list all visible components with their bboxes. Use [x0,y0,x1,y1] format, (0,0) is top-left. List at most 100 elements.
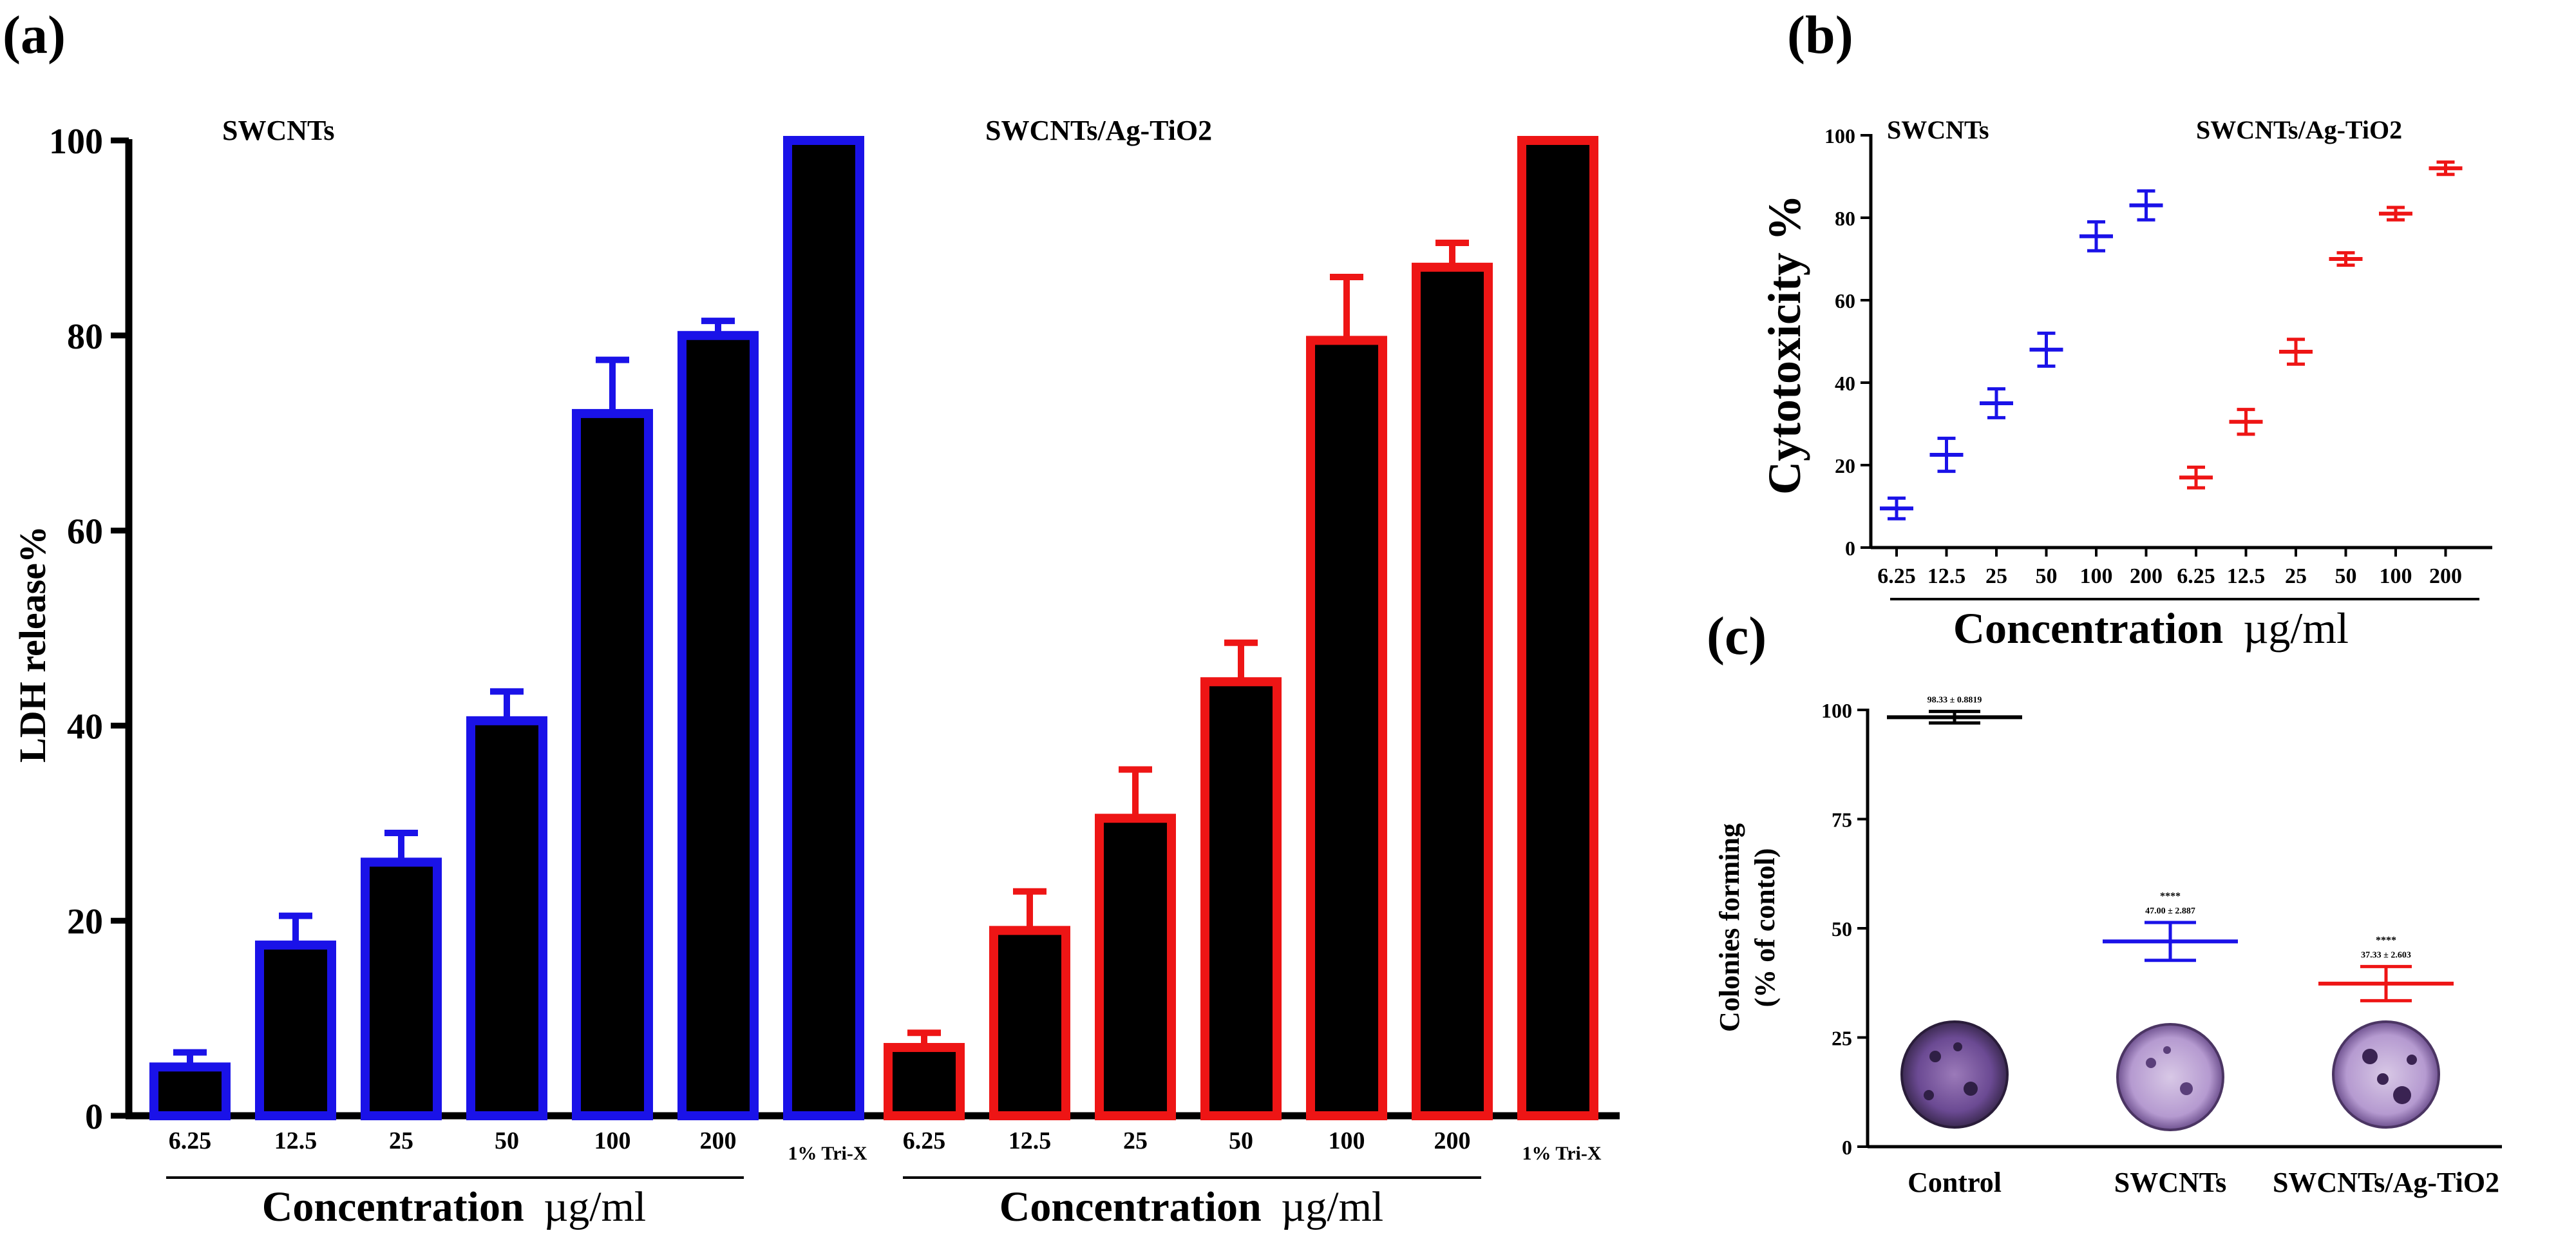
panel-a-xlabel-bold-right: Concentration [999,1183,1262,1230]
panel-a-x-tick-label: 25 [389,1127,413,1154]
panel-a-x-tick-label: 50 [495,1127,519,1154]
panel-b-x-tick-labels: 6.25 12.5 25 50 100 200 6.25 12.5 25 50 100 200 [1877,564,2462,588]
panel-b-x-tick-label: 25 [2285,564,2307,588]
panel-b-axes: 0 20 40 60 80 100 [1824,124,2492,560]
panel-a-bar [572,408,653,1120]
panel-a-bar [361,857,442,1120]
panel-b-x-tick-label: 25 [1985,564,2007,588]
panel-c-value-annotation: 37.33 ± 2.603 [2361,950,2411,960]
panel-c-y-tick-label: 75 [1832,808,1852,832]
panel-b-y-tick-label: 60 [1835,289,1855,312]
panel-a-x-tick-label: 1% Tri-X [1522,1143,1601,1164]
panel-a-bar [989,926,1070,1120]
panel-a-x-tick-label: 100 [1329,1127,1365,1154]
panel-a-xlabel-bold-left: Concentration [262,1183,524,1230]
panel-c-significance-marker: **** [2160,891,2181,902]
panel-a-x-tick-label: 6.25 [169,1127,212,1154]
panel-c-axes: 0 25 50 75 100 [1821,699,2502,1159]
panel-c-y-axis-title-line2: (% of contol) [1749,848,1781,1008]
panel-b-x-tick-label: 12.5 [2227,564,2266,588]
panel-a-bar [1517,136,1598,1120]
panel-c-value-annotation: 47.00 ± 2.887 [2145,906,2195,916]
panel-b-points [1880,160,2463,521]
panel-a-x-tick-labels: 6.25 12.5 25 50 100 200 1% Tri-X 6.25 12.5 25 50 10… [169,1127,1602,1164]
panel-b-x-tick-label: 200 [2429,564,2462,588]
panel-b-xlabel-bold: Concentration [1953,604,2223,653]
panel-a-x-axis-title-right: Concentration µg/ml [999,1183,1384,1230]
panel-a-xlabel-unit-left: µg/ml [544,1183,646,1230]
panel-b-y-tick-label: 100 [1824,124,1855,148]
panel-b-y-tick-label: 80 [1835,207,1855,230]
panel-a-bars [149,136,1598,1121]
panel-b-series-label-swcnt: SWCNTs [1887,115,1989,144]
panel-a-xlabel-unit-right: µg/ml [1281,1183,1383,1230]
panel-a-y-tick-label: 100 [49,122,103,162]
panel-a-x-axis-title-left: Concentration µg/ml [262,1183,647,1230]
panel-a-bar [884,1043,965,1121]
panel-a-group-label-swcnt: SWCNTs [222,115,334,146]
panel-c-y-tick-label: 25 [1832,1027,1852,1050]
panel-c-x-tick-labels: Control SWCNTs SWCNTs/Ag-TiO2 [1908,1167,2499,1198]
panel-c-x-tick-label: SWCNTs [2114,1167,2226,1198]
panel-b-x-tick-label: 100 [2380,564,2412,588]
panel-b-x-tick-label: 50 [2036,564,2058,588]
panel-a-x-tick-label: 12.5 [274,1127,317,1154]
panel-c-x-tick-label: SWCNTs/Ag-TiO2 [2273,1167,2499,1198]
panel-a-y-tick-label: 80 [67,317,103,357]
panel-c-significance-marker: **** [2376,935,2396,946]
panel-c-value-annotation: 98.33 ± 0.8819 [1927,695,1982,705]
panel-a-bar-chart: SWCNTs SWCNTs/Ag-TiO2 LDH release% 0 20 40… [12,115,1620,1230]
panel-a-bar [1095,814,1176,1120]
panel-a-x-tick-label: 200 [1434,1127,1471,1154]
panel-a-y-tick-label: 20 [67,902,103,942]
panel-b-x-tick-label: 6.25 [2177,564,2215,588]
panel-c-y-axis-title-line1: Colonies forming [1714,823,1745,1032]
panel-b-y-tick-label: 20 [1835,454,1855,477]
panel-a-y-tick-label: 60 [67,512,103,552]
panel-a-x-tick-label: 100 [594,1127,631,1154]
panel-a-y-tick-label: 40 [67,707,103,747]
panel-c-y-tick-label: 50 [1832,917,1852,941]
panel-b-y-axis-title: Cytotoxicity % [1759,195,1810,495]
panel-a-x-tick-label: 12.5 [1009,1127,1052,1154]
control-plate-image [1900,1020,2009,1129]
panel-label-b: (b) [1787,5,1853,65]
panel-b-y-tick-label: 40 [1835,372,1855,395]
panel-a-bar [677,330,759,1120]
agtio2-plate-image [2332,1020,2440,1129]
panel-c-y-tick-label: 100 [1821,699,1852,722]
panel-b-x-tick-label: 200 [2130,564,2163,588]
panel-c-y-tick-label: 0 [1842,1136,1852,1159]
panel-b-x-tick-label: 12.5 [1927,564,1966,588]
panel-b-x-axis-title: Concentration µg/ml [1953,604,2349,653]
panel-b-x-tick-label: 50 [2335,564,2357,588]
panel-b-series-label-agtio2: SWCNTs/Ag-TiO2 [2196,115,2402,144]
panel-a-y-axis-title: LDH release% [12,526,53,763]
swcnt-plate-image [2116,1023,2224,1131]
panel-c-x-tick-label: Control [1908,1167,2002,1198]
panel-a-y-tick-label: 0 [85,1097,103,1137]
panel-a-bar [1306,336,1387,1120]
panel-a-group-label-agtio2: SWCNTs/Ag-TiO2 [985,115,1212,146]
panel-a-bar [1200,677,1282,1120]
panel-a-bar [783,136,864,1120]
panel-b-x-tick-label: 6.25 [1877,564,1916,588]
panel-a-x-tick-label: 50 [1229,1127,1253,1154]
panel-a-x-tick-label: 1% Tri-X [788,1143,867,1164]
panel-a-x-tick-label: 200 [700,1127,737,1154]
panel-a-bar [149,1062,231,1121]
panel-a-bar [255,941,336,1121]
panel-b-scatter-chart: SWCNTs SWCNTs/Ag-TiO2 Cytotoxicity % 0 20… [1759,115,2492,653]
panel-c-colony-chart: Colonies forming (% of contol) 0 25 50 75 10… [1714,695,2502,1198]
panel-a-x-tick-label: 6.25 [903,1127,946,1154]
panel-label-c: (c) [1707,606,1766,666]
panel-b-x-tick-label: 100 [2080,564,2113,588]
panel-label-a: (a) [3,5,66,65]
panel-b-xlabel-unit: µg/ml [2243,604,2349,653]
panel-c-points: 98.33 ± 0.8819 47.00 ± 2.887 **** 37.33 ± 2… [1887,695,2454,1002]
panel-b-y-tick-label: 0 [1845,537,1855,560]
panel-a-bar [1412,262,1493,1121]
panel-a-bar [466,716,547,1120]
panel-a-x-tick-label: 25 [1123,1127,1148,1154]
